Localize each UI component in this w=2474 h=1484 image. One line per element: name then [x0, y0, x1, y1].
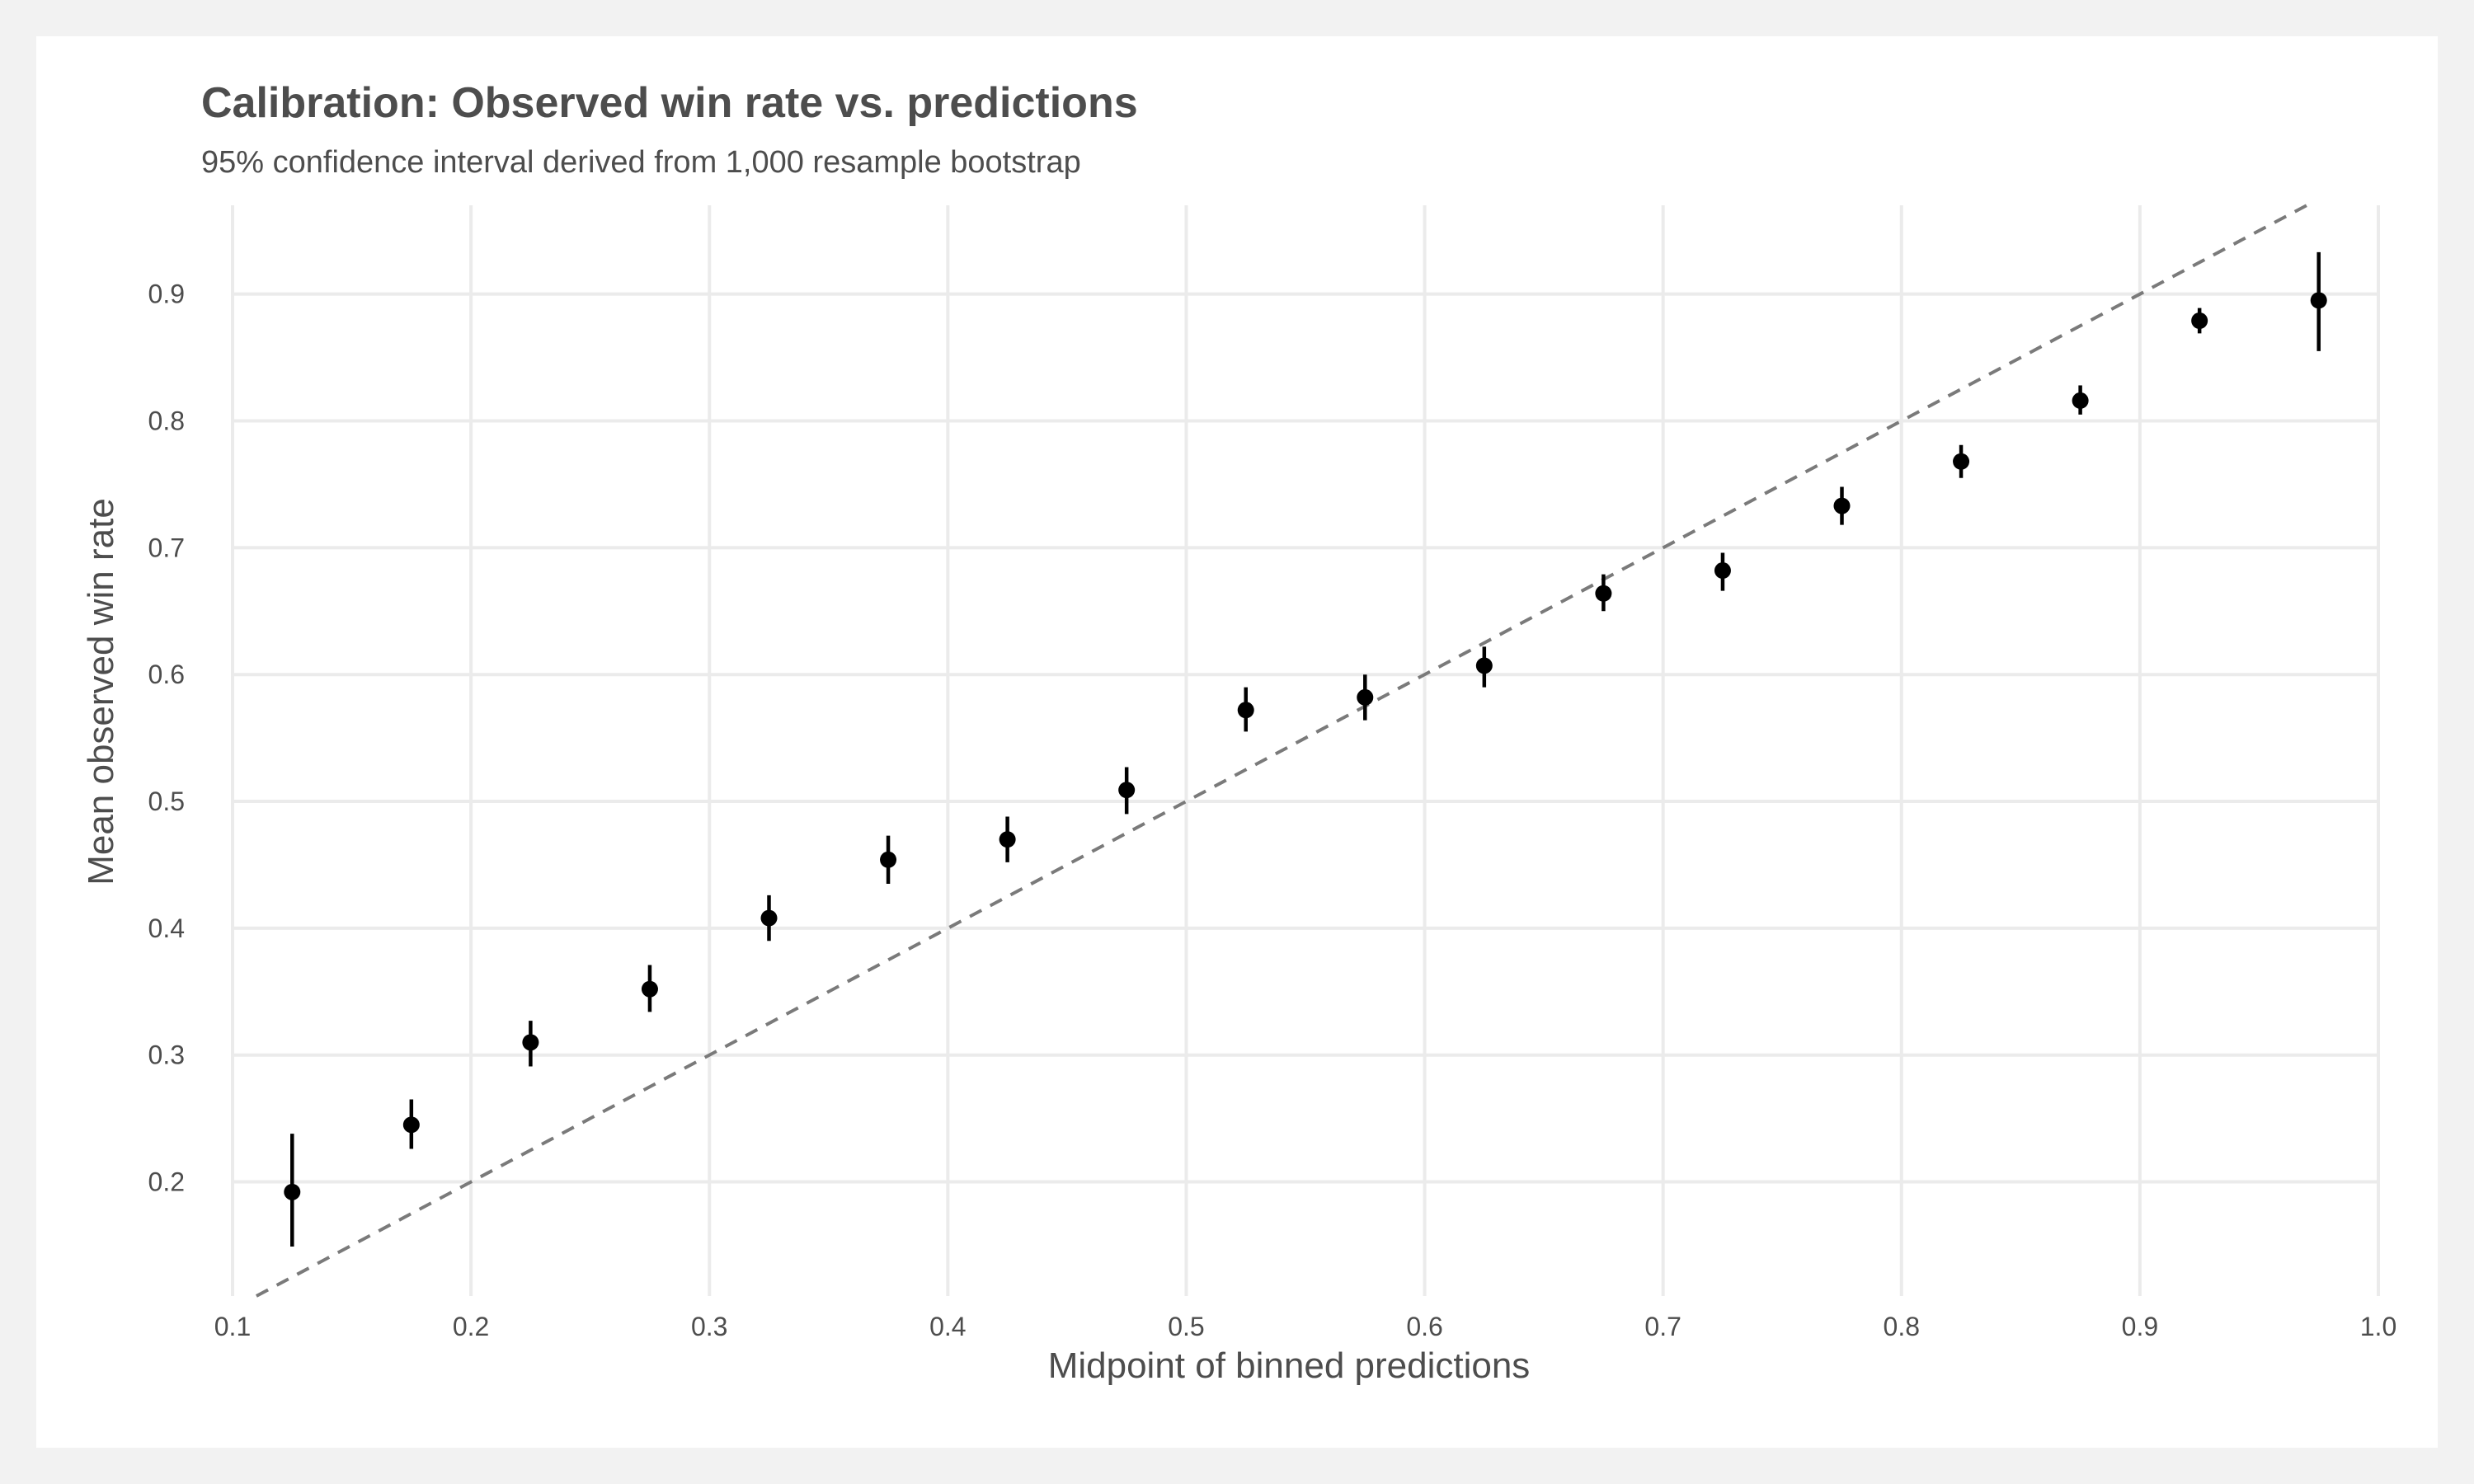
data-point — [1237, 702, 1254, 719]
chart-panel: Calibration: Observed win rate vs. predi… — [36, 36, 2438, 1448]
chart-title: Calibration: Observed win rate vs. predi… — [201, 79, 1138, 127]
x-tick-label: 0.5 — [1168, 1312, 1204, 1341]
x-tick-label: 1.0 — [2360, 1312, 2396, 1341]
y-tick-label: 0.6 — [148, 660, 185, 689]
data-point — [402, 1116, 420, 1134]
y-axis-ticks: 0.2 0.3 0.4 0.5 0.6 0.7 0.8 0.9 — [148, 279, 185, 1197]
error-bars — [290, 251, 2321, 1247]
data-point — [1714, 562, 1731, 580]
x-tick-label: 0.9 — [2122, 1312, 2158, 1341]
y-tick-label: 0.2 — [148, 1167, 185, 1197]
data-point — [2310, 292, 2327, 309]
x-tick-label: 0.4 — [929, 1312, 966, 1341]
data-point — [760, 909, 778, 927]
data-point — [1475, 657, 1493, 674]
y-tick-label: 0.9 — [148, 279, 185, 309]
x-tick-label: 0.8 — [1884, 1312, 1920, 1341]
data-point — [880, 851, 897, 868]
y-tick-label: 0.7 — [148, 533, 185, 562]
data-point — [999, 831, 1016, 848]
x-axis-title: Midpoint of binned predictions — [1048, 1345, 1531, 1386]
reference-line — [255, 204, 2308, 1298]
data-points — [284, 292, 2327, 1200]
y-tick-label: 0.5 — [148, 787, 185, 816]
data-point — [284, 1183, 301, 1200]
data-point — [522, 1034, 539, 1051]
y-tick-label: 0.8 — [148, 406, 185, 436]
calibration-chart: Calibration: Observed win rate vs. predi… — [81, 79, 2396, 1386]
data-point — [2072, 392, 2089, 409]
data-point — [2191, 312, 2208, 329]
x-tick-label: 0.1 — [214, 1312, 251, 1341]
y-tick-label: 0.4 — [148, 913, 185, 943]
grid — [231, 205, 2380, 1296]
y-tick-label: 0.3 — [148, 1040, 185, 1070]
data-point — [641, 980, 658, 998]
y-axis-title: Mean observed win rate — [81, 498, 121, 885]
data-point — [1833, 497, 1851, 514]
x-tick-label: 0.3 — [691, 1312, 727, 1341]
x-tick-label: 0.2 — [453, 1312, 489, 1341]
chart-subtitle: 95% confidence interval derived from 1,0… — [201, 145, 1081, 180]
x-tick-label: 0.7 — [1644, 1312, 1681, 1341]
data-point — [1953, 453, 1970, 470]
data-point — [1595, 585, 1612, 602]
data-point — [1118, 782, 1136, 799]
data-point — [1357, 688, 1374, 706]
x-tick-label: 0.6 — [1406, 1312, 1442, 1341]
reference-line-layer — [255, 204, 2308, 1298]
x-axis-ticks: 0.1 0.2 0.3 0.4 0.5 0.6 0.7 0.8 0.9 1.0 — [214, 1312, 2396, 1341]
